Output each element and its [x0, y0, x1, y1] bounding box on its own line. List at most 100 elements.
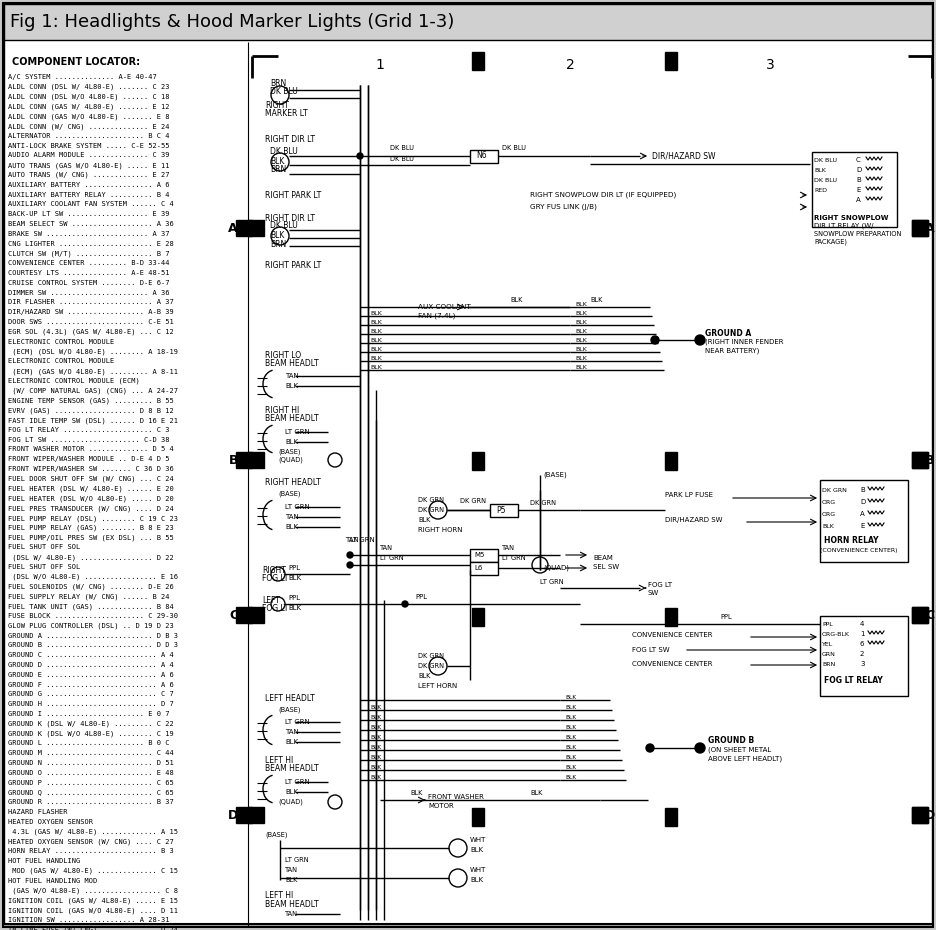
Text: D: D [925, 808, 935, 821]
Text: CRUISE CONTROL SYSTEM ........ D-E 6-7: CRUISE CONTROL SYSTEM ........ D-E 6-7 [8, 280, 169, 286]
Text: DK BLU: DK BLU [270, 147, 298, 155]
Text: FUEL PUMP RELAY (DSL) ........ C 19 C 23: FUEL PUMP RELAY (DSL) ........ C 19 C 23 [8, 515, 178, 522]
Text: AUX COOLANT: AUX COOLANT [418, 304, 471, 310]
Text: HEATED OXYGEN SENSOR: HEATED OXYGEN SENSOR [8, 818, 93, 825]
Text: COURTESY LTS ............... A-E 48-51: COURTESY LTS ............... A-E 48-51 [8, 270, 169, 276]
Text: SNOWPLOW PREPARATION: SNOWPLOW PREPARATION [814, 231, 901, 237]
Text: 1: 1 [860, 631, 865, 637]
Text: BLK: BLK [370, 735, 381, 739]
Text: DIR LT RELAY (W/: DIR LT RELAY (W/ [814, 223, 873, 230]
Text: 3: 3 [860, 661, 865, 667]
Text: PPL: PPL [415, 594, 427, 600]
Circle shape [695, 335, 705, 345]
Text: AUXILIARY COOLANT FAN SYSTEM ...... C 4: AUXILIARY COOLANT FAN SYSTEM ...... C 4 [8, 202, 174, 207]
Circle shape [646, 744, 654, 752]
Text: BLK: BLK [470, 847, 483, 853]
Text: FRONT WIPER/WASHER MODULE .. D-E 4 D 5: FRONT WIPER/WASHER MODULE .. D-E 4 D 5 [8, 457, 169, 462]
Text: TAN: TAN [285, 514, 299, 520]
Text: BLK: BLK [565, 764, 577, 769]
Text: BLK: BLK [565, 695, 577, 699]
Text: BLK: BLK [288, 605, 301, 611]
Text: (ON SHEET METAL: (ON SHEET METAL [708, 747, 771, 753]
Text: FOG LT: FOG LT [648, 582, 672, 588]
Text: PPL: PPL [720, 614, 732, 620]
Bar [812, 152, 897, 227]
Text: BLK: BLK [285, 439, 299, 445]
Text: BLK: BLK [370, 724, 381, 729]
Text: FUEL PUMP RELAY (GAS) ........ B 8 E 23: FUEL PUMP RELAY (GAS) ........ B 8 E 23 [8, 525, 174, 531]
Text: HEATED OXYGEN SENSOR (W/ CNG) .... C 27: HEATED OXYGEN SENSOR (W/ CNG) .... C 27 [8, 839, 174, 844]
Text: (DSL W/O 4L80-E) ................. E 16: (DSL W/O 4L80-E) ................. E 16 [8, 574, 178, 580]
Text: LT GRN: LT GRN [285, 504, 310, 510]
Text: A/C SYSTEM .............. A-E 40-47: A/C SYSTEM .............. A-E 40-47 [8, 74, 156, 80]
Text: M5: M5 [474, 552, 484, 558]
Text: BLK: BLK [370, 705, 381, 710]
Text: N6: N6 [476, 152, 487, 161]
Text: D: D [860, 499, 865, 505]
Text: BLK: BLK [575, 320, 587, 325]
Text: A: A [856, 197, 861, 203]
Text: (BASE): (BASE) [278, 707, 300, 713]
Text: FOG LT RELAY: FOG LT RELAY [824, 675, 883, 684]
Text: WHT: WHT [470, 837, 487, 843]
Text: DK BLU: DK BLU [390, 156, 414, 162]
Text: BEAM HEADLT: BEAM HEADLT [265, 764, 318, 773]
Text: GROUND A ......................... D B 3: GROUND A ......................... D B 3 [8, 632, 178, 639]
Text: ORG-BLK: ORG-BLK [822, 631, 850, 636]
Text: FUEL SOLENOIDS (W/ CNG) ........ D-E 26: FUEL SOLENOIDS (W/ CNG) ........ D-E 26 [8, 584, 174, 591]
Text: GROUND K (DSL W/O 4L80-E) ........ C 19: GROUND K (DSL W/O 4L80-E) ........ C 19 [8, 731, 174, 737]
Text: GROUND P ......................... C 65: GROUND P ......................... C 65 [8, 779, 174, 786]
Text: BEAM HEADLT: BEAM HEADLT [265, 899, 318, 909]
Text: BLK: BLK [270, 231, 285, 240]
Text: GROUND B ......................... D D 3: GROUND B ......................... D D 3 [8, 643, 178, 648]
Bar [490, 504, 518, 517]
Text: 4: 4 [860, 621, 864, 627]
Bar [470, 562, 498, 575]
Text: D: D [227, 808, 238, 821]
Text: FRONT WASHER MOTOR .............. D 5 4: FRONT WASHER MOTOR .............. D 5 4 [8, 446, 174, 452]
Text: GROUND L ....................... B 0 C: GROUND L ....................... B 0 C [8, 740, 169, 747]
Text: BLK: BLK [285, 877, 298, 883]
Bar [665, 452, 677, 470]
Text: EGR SOL (4.3L) (GAS W/ 4L80-E) ... C 12: EGR SOL (4.3L) (GAS W/ 4L80-E) ... C 12 [8, 329, 174, 336]
Text: DK GRN: DK GRN [530, 500, 556, 506]
Text: BEAM HEADLT: BEAM HEADLT [265, 358, 318, 367]
Text: PPL: PPL [288, 595, 300, 601]
Text: RIGHT SNOWPLOW DIR LT (IF EQUIPPED): RIGHT SNOWPLOW DIR LT (IF EQUIPPED) [530, 192, 676, 198]
Text: (BASE): (BASE) [278, 449, 300, 456]
Text: BEAM HEADLT: BEAM HEADLT [265, 414, 318, 422]
Text: Fig 1: Headlights & Hood Marker Lights (Grid 1-3): Fig 1: Headlights & Hood Marker Lights (… [10, 13, 454, 31]
Text: FUEL PRES TRANSDUCER (W/ CNG) .... D 24: FUEL PRES TRANSDUCER (W/ CNG) .... D 24 [8, 505, 174, 512]
Text: LT GRN: LT GRN [502, 555, 526, 561]
Text: FUEL SHUT OFF SOL: FUEL SHUT OFF SOL [8, 544, 80, 551]
Text: BLK: BLK [370, 311, 382, 315]
Text: LEFT HEADLT: LEFT HEADLT [265, 694, 314, 702]
Text: BLK: BLK [575, 338, 587, 342]
Text: A: A [228, 221, 238, 234]
Text: RIGHT HEADLT: RIGHT HEADLT [265, 477, 321, 486]
Text: BLK: BLK [370, 745, 381, 750]
Text: BLK: BLK [575, 347, 587, 352]
Text: FAST IDLE TEMP SW (DSL) ...... D 16 E 21: FAST IDLE TEMP SW (DSL) ...... D 16 E 21 [8, 417, 178, 423]
Text: GROUND H .......................... D 7: GROUND H .......................... D 7 [8, 701, 174, 707]
Text: BLK: BLK [510, 297, 522, 303]
Text: LEFT HORN: LEFT HORN [418, 683, 458, 689]
Text: RIGHT: RIGHT [262, 565, 285, 575]
Text: EVRV (GAS) ................... D 8 B 12: EVRV (GAS) ................... D 8 B 12 [8, 407, 174, 414]
Text: MOD (GAS W/ 4L80-E) .............. C 15: MOD (GAS W/ 4L80-E) .............. C 15 [8, 868, 178, 874]
Text: 3: 3 [766, 58, 774, 72]
Text: (DSL W/ 4L80-E) ................. D 22: (DSL W/ 4L80-E) ................. D 22 [8, 554, 174, 561]
Text: GROUND G .......................... C 7: GROUND G .......................... C 7 [8, 691, 174, 698]
Text: DK GRN: DK GRN [822, 487, 847, 493]
Text: (ECM) (DSL W/O 4L80-E) ........ A 18-19: (ECM) (DSL W/O 4L80-E) ........ A 18-19 [8, 349, 178, 355]
Text: ORG: ORG [822, 512, 836, 516]
Bar [912, 607, 928, 623]
Bar [912, 452, 928, 468]
Text: RIGHT LO: RIGHT LO [265, 351, 301, 360]
Text: FOG LT: FOG LT [262, 574, 288, 582]
Circle shape [357, 153, 363, 159]
Text: SW: SW [648, 590, 659, 596]
Text: (BASE): (BASE) [265, 831, 287, 838]
Bar [912, 807, 928, 823]
Text: BLK: BLK [822, 524, 834, 528]
